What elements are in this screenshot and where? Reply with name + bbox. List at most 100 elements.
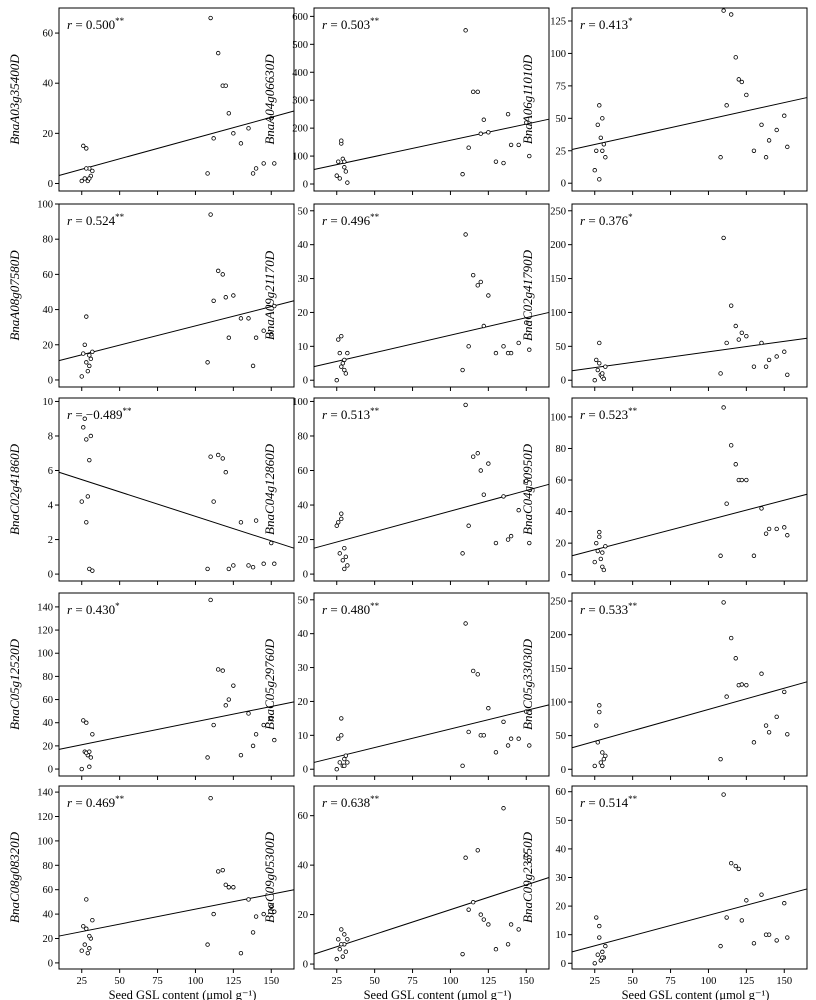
data-point xyxy=(594,540,599,546)
data-point xyxy=(342,566,347,572)
data-point xyxy=(524,120,529,125)
data-point xyxy=(215,667,221,672)
y-tick-label: 80 xyxy=(298,431,309,442)
y-tick-label: 0 xyxy=(303,570,308,581)
data-point xyxy=(339,138,344,143)
y-tick-label: 0 xyxy=(48,765,53,776)
data-point xyxy=(774,938,779,943)
data-point xyxy=(466,729,471,735)
data-point xyxy=(466,145,471,150)
data-point xyxy=(744,477,749,483)
data-point xyxy=(505,942,511,947)
scatter-panel-BnaC05g12520D: 0 20 40 60 80 100 120 140 BnaC05g12520D r = 0.430… xyxy=(7,592,295,780)
y-tick-label: 20 xyxy=(556,902,567,913)
data-point xyxy=(334,523,339,528)
data-point xyxy=(592,168,597,173)
x-tick-label: 100 xyxy=(188,976,204,987)
data-point xyxy=(238,316,244,321)
y-tick-label: 40 xyxy=(43,718,54,729)
data-point xyxy=(88,433,94,439)
data-point xyxy=(470,454,476,459)
plot-frame xyxy=(313,785,550,970)
data-point xyxy=(223,295,228,300)
data-point xyxy=(598,556,604,562)
y-tick-label: 30 xyxy=(556,873,567,884)
data-point xyxy=(85,368,91,374)
data-point xyxy=(595,122,600,128)
data-point xyxy=(211,298,216,303)
data-point xyxy=(345,760,350,765)
data-point xyxy=(261,722,266,728)
y-axis-label: BnaC02g41790D xyxy=(520,249,535,341)
data-point xyxy=(246,126,251,131)
data-point xyxy=(785,144,790,150)
data-point xyxy=(524,478,529,484)
data-point xyxy=(486,293,491,298)
y-tick-label: 0 xyxy=(303,960,308,971)
data-point xyxy=(90,918,95,923)
data-point xyxy=(470,89,476,95)
y-tick-label: 20 xyxy=(556,539,567,550)
x-tick-label: 100 xyxy=(701,976,717,987)
data-point xyxy=(337,350,342,356)
y-tick-label: 100 xyxy=(550,308,566,319)
y-axis-label: BnaC05g29760D xyxy=(262,638,277,730)
data-point xyxy=(763,723,769,728)
data-point xyxy=(527,743,532,748)
data-point xyxy=(339,733,344,738)
data-point xyxy=(337,551,342,556)
y-tick-label: 10 xyxy=(298,731,309,742)
data-point xyxy=(486,706,491,711)
data-point xyxy=(721,405,726,410)
data-point xyxy=(272,909,277,914)
scatter-panel-BnaC09g05300D: 0 20 40 60 25 50 75 100 125 150 BnaC09g05300D r = 0… xyxy=(262,785,550,1000)
y-tick-label: 0 xyxy=(48,375,53,386)
y-tick-label: 30 xyxy=(298,663,309,674)
regression-line xyxy=(571,97,808,150)
data-point xyxy=(90,168,95,174)
data-point xyxy=(724,915,729,920)
y-axis-label: BnaA06g11010D xyxy=(520,54,535,144)
data-point xyxy=(516,927,521,932)
data-point xyxy=(486,130,491,135)
correlation-label: r = 0.524** xyxy=(67,212,125,228)
regression-line xyxy=(571,681,808,749)
plot-frame xyxy=(571,203,808,388)
y-tick-label: 10 xyxy=(43,397,54,408)
data-point xyxy=(782,525,787,530)
y-tick-label: 50 xyxy=(298,595,309,606)
x-tick-label: 25 xyxy=(331,976,342,987)
data-point xyxy=(460,172,465,177)
y-tick-label: 40 xyxy=(298,861,309,872)
data-point xyxy=(84,360,89,365)
data-point xyxy=(337,760,342,765)
data-point xyxy=(84,437,89,442)
y-tick-label: 60 xyxy=(43,695,54,706)
data-point xyxy=(79,766,84,772)
data-point xyxy=(340,558,346,563)
data-point xyxy=(739,682,745,687)
data-point xyxy=(751,553,757,558)
data-point xyxy=(211,499,216,504)
plot-frame xyxy=(313,592,550,777)
correlation-label: r = 0.638** xyxy=(322,794,380,810)
data-point xyxy=(478,912,483,917)
x-axis-label: Seed GSL content (μmol g⁻¹) xyxy=(622,988,770,1000)
y-tick-label: 40 xyxy=(298,240,309,251)
data-point xyxy=(345,180,350,185)
data-point xyxy=(516,508,521,513)
data-point xyxy=(205,942,210,947)
y-tick-label: 50 xyxy=(556,114,567,125)
y-tick-label: 80 xyxy=(43,861,54,872)
data-point xyxy=(82,416,87,421)
data-point xyxy=(481,917,487,922)
data-point xyxy=(85,494,91,499)
data-point xyxy=(759,892,764,897)
y-tick-label: 6 xyxy=(48,466,53,477)
regression-line xyxy=(571,337,808,372)
data-point xyxy=(81,425,86,430)
y-tick-label: 100 xyxy=(37,200,53,211)
y-tick-label: 120 xyxy=(37,626,53,637)
y-tick-label: 200 xyxy=(550,630,566,641)
x-tick-label: 125 xyxy=(225,976,241,987)
